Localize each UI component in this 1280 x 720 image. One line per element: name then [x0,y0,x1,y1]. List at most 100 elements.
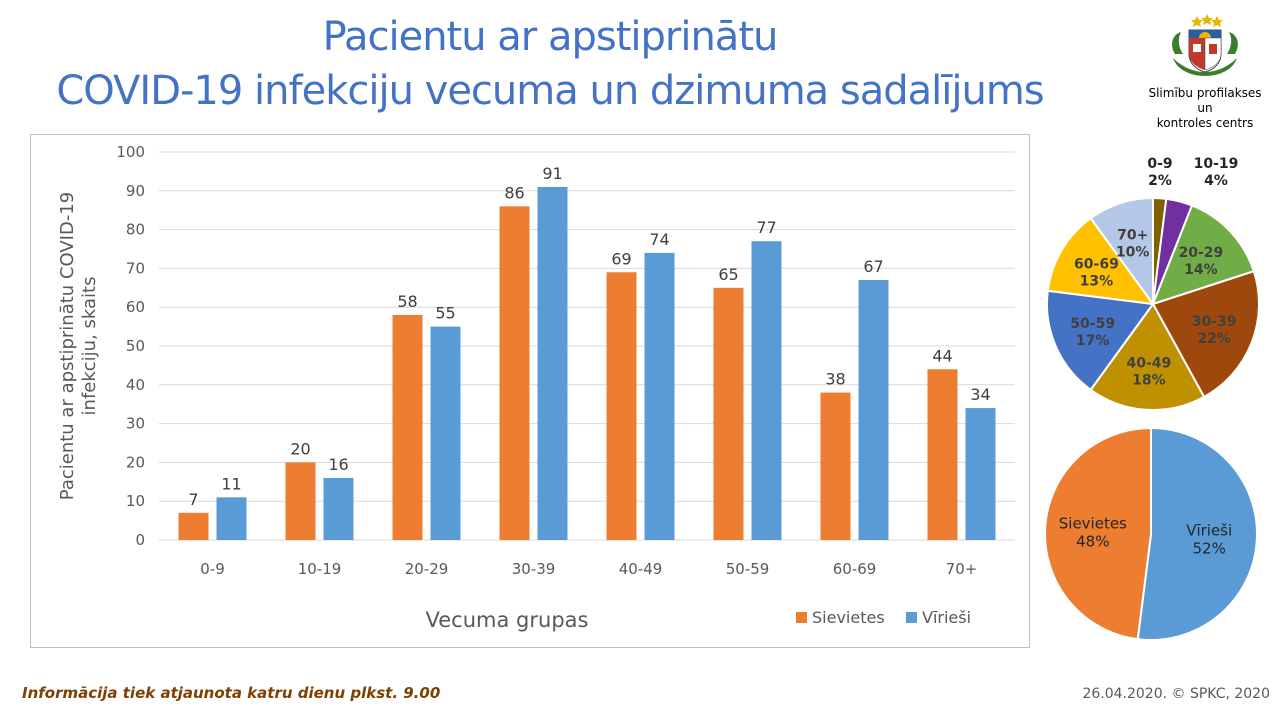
y-tick-label: 90 [126,182,145,200]
data-label: 91 [542,164,562,183]
pie-label-value: 48% [1076,532,1109,550]
y-tick-label: 0 [135,531,145,549]
x-tick-label: 20-29 [405,560,449,578]
pie-label-category: 20-29 [1179,245,1224,261]
pie-label: 40-49 18% [1126,356,1171,389]
pie-label: 50-59 17% [1070,316,1115,349]
pie-label-value: 13% [1080,274,1114,290]
data-label: 7 [188,490,198,509]
pie-label-category: Sievietes [1059,514,1127,532]
data-label: 77 [756,218,776,237]
pie-label: 0-9 2% [1147,156,1172,189]
pie-label-value: 17% [1076,333,1110,349]
x-tick-label: 50-59 [726,560,770,578]
y-tick-label: 20 [126,453,145,471]
spkc-logo: Slimību profilakses un kontroles centrs [1140,14,1270,131]
pie-slice [1089,196,1154,308]
pie-label-value: 52% [1193,540,1226,558]
legend-swatch [796,612,807,623]
data-label: 74 [649,230,669,249]
bar [216,497,247,540]
data-label: 34 [970,385,990,404]
legend-label: Vīrieši [922,608,971,627]
pie-label: 10-19 4% [1194,156,1239,189]
x-axis-label: Vecuma grupas [426,608,589,632]
organization-name: Slimību profilakses un kontroles centrs [1140,86,1270,131]
x-tick-label: 30-39 [512,560,556,578]
y-tick-label: 10 [126,492,145,510]
bar [537,186,568,541]
y-tick-label: 70 [126,259,145,277]
pie-label-value: 14% [1184,262,1218,278]
pie-slice [1089,302,1206,411]
pie-label: 60-69 13% [1074,257,1119,290]
pie-label-category: 0-9 [1147,156,1172,172]
pie-label-category: Vīrieši [1186,522,1232,540]
bar [927,369,958,540]
data-label: 20 [290,439,310,458]
pie-label: Vīrieši 52% [1186,522,1232,558]
data-label: 16 [328,455,348,474]
data-label: 69 [611,249,631,268]
gender-pie-chart-wrap: Vīrieši 52% Sievietes 48% [1040,424,1270,658]
pie-label-value: 18% [1132,373,1166,389]
legend-swatch [906,612,917,623]
bar [285,462,316,540]
coat-of-arms-icon [1172,14,1238,76]
bar [965,408,996,540]
y-axis-label-line-2: infekciju, skaits [79,277,100,416]
bar-chart: 0 10 20 30 40 50 60 70 80 90 100 7 11 0-9 20 16 10-19 58 5… [57,143,1015,632]
y-tick-label: 100 [116,143,145,161]
page-title: Pacientu ar apstiprinātu COVID-19 infekc… [0,10,1100,118]
legend-label: Sievietes [812,608,885,627]
pie-slice [1046,216,1156,306]
pie-label-category: 50-59 [1070,316,1115,332]
bar [430,326,461,540]
data-label: 38 [825,370,845,389]
date-copyright: 26.04.2020. © SPKC, 2020 [1082,686,1270,702]
age-pie-chart: 0-9 2% 10-19 4% 20-29 14% 30-39 22% 40-49 18% 50-5… [1046,156,1260,411]
pie-label: 20-29 14% [1179,245,1224,278]
data-label: 67 [863,257,883,276]
y-tick-label: 80 [126,221,145,239]
bar-chart-frame: 0 10 20 30 40 50 60 70 80 90 100 7 11 0-9 20 16 10-19 58 5… [30,134,1030,648]
pie-label-category: 10-19 [1194,156,1239,172]
organization-name-line-2: kontroles centrs [1156,116,1254,130]
bar [820,392,851,540]
pie-label-category: 70+ [1117,227,1148,243]
x-tick-label: 70+ [946,560,978,578]
title-line-1: Pacientu ar apstiprinātu [322,14,779,60]
y-axis-label-line-1: Pacientu ar apstiprinātu COVID-19 [57,192,78,500]
data-label: 44 [932,346,952,365]
pie-label-value: 2% [1148,173,1172,189]
y-tick-label: 30 [126,415,145,433]
x-tick-label: 0-9 [200,560,225,578]
x-tick-label: 60-69 [833,560,877,578]
age-pie-chart-wrap: 0-9 2% 10-19 4% 20-29 14% 30-39 22% 40-49 18% 50-5… [1040,156,1270,434]
organization-name-line-1: Slimību profilakses un [1148,86,1262,115]
bar [178,512,209,540]
data-label: 55 [435,304,455,323]
pie-slice [1136,426,1258,641]
pie-label-category: 30-39 [1192,314,1237,330]
bar [392,314,423,540]
update-note: Informācija tiek atjaunota katru dienu p… [22,684,441,702]
bar [644,252,675,540]
bar [858,280,889,540]
title-line-2: COVID-19 infekciju vecuma un dzimuma sad… [56,68,1044,114]
pie-label-category: 40-49 [1126,356,1171,372]
data-label: 65 [718,265,738,284]
pie-slice [1046,289,1155,392]
x-tick-label: 10-19 [298,560,342,578]
pie-label: 30-39 22% [1192,314,1237,347]
bar [323,477,354,540]
y-tick-label: 50 [126,337,145,355]
y-tick-label: 40 [126,376,145,394]
data-label: 86 [504,183,524,202]
pie-label-value: 22% [1197,331,1231,347]
pie-label-category: 60-69 [1074,257,1119,273]
bar [499,206,530,540]
x-tick-label: 40-49 [619,560,663,578]
pie-slice [1151,269,1260,399]
data-label: 58 [397,292,417,311]
